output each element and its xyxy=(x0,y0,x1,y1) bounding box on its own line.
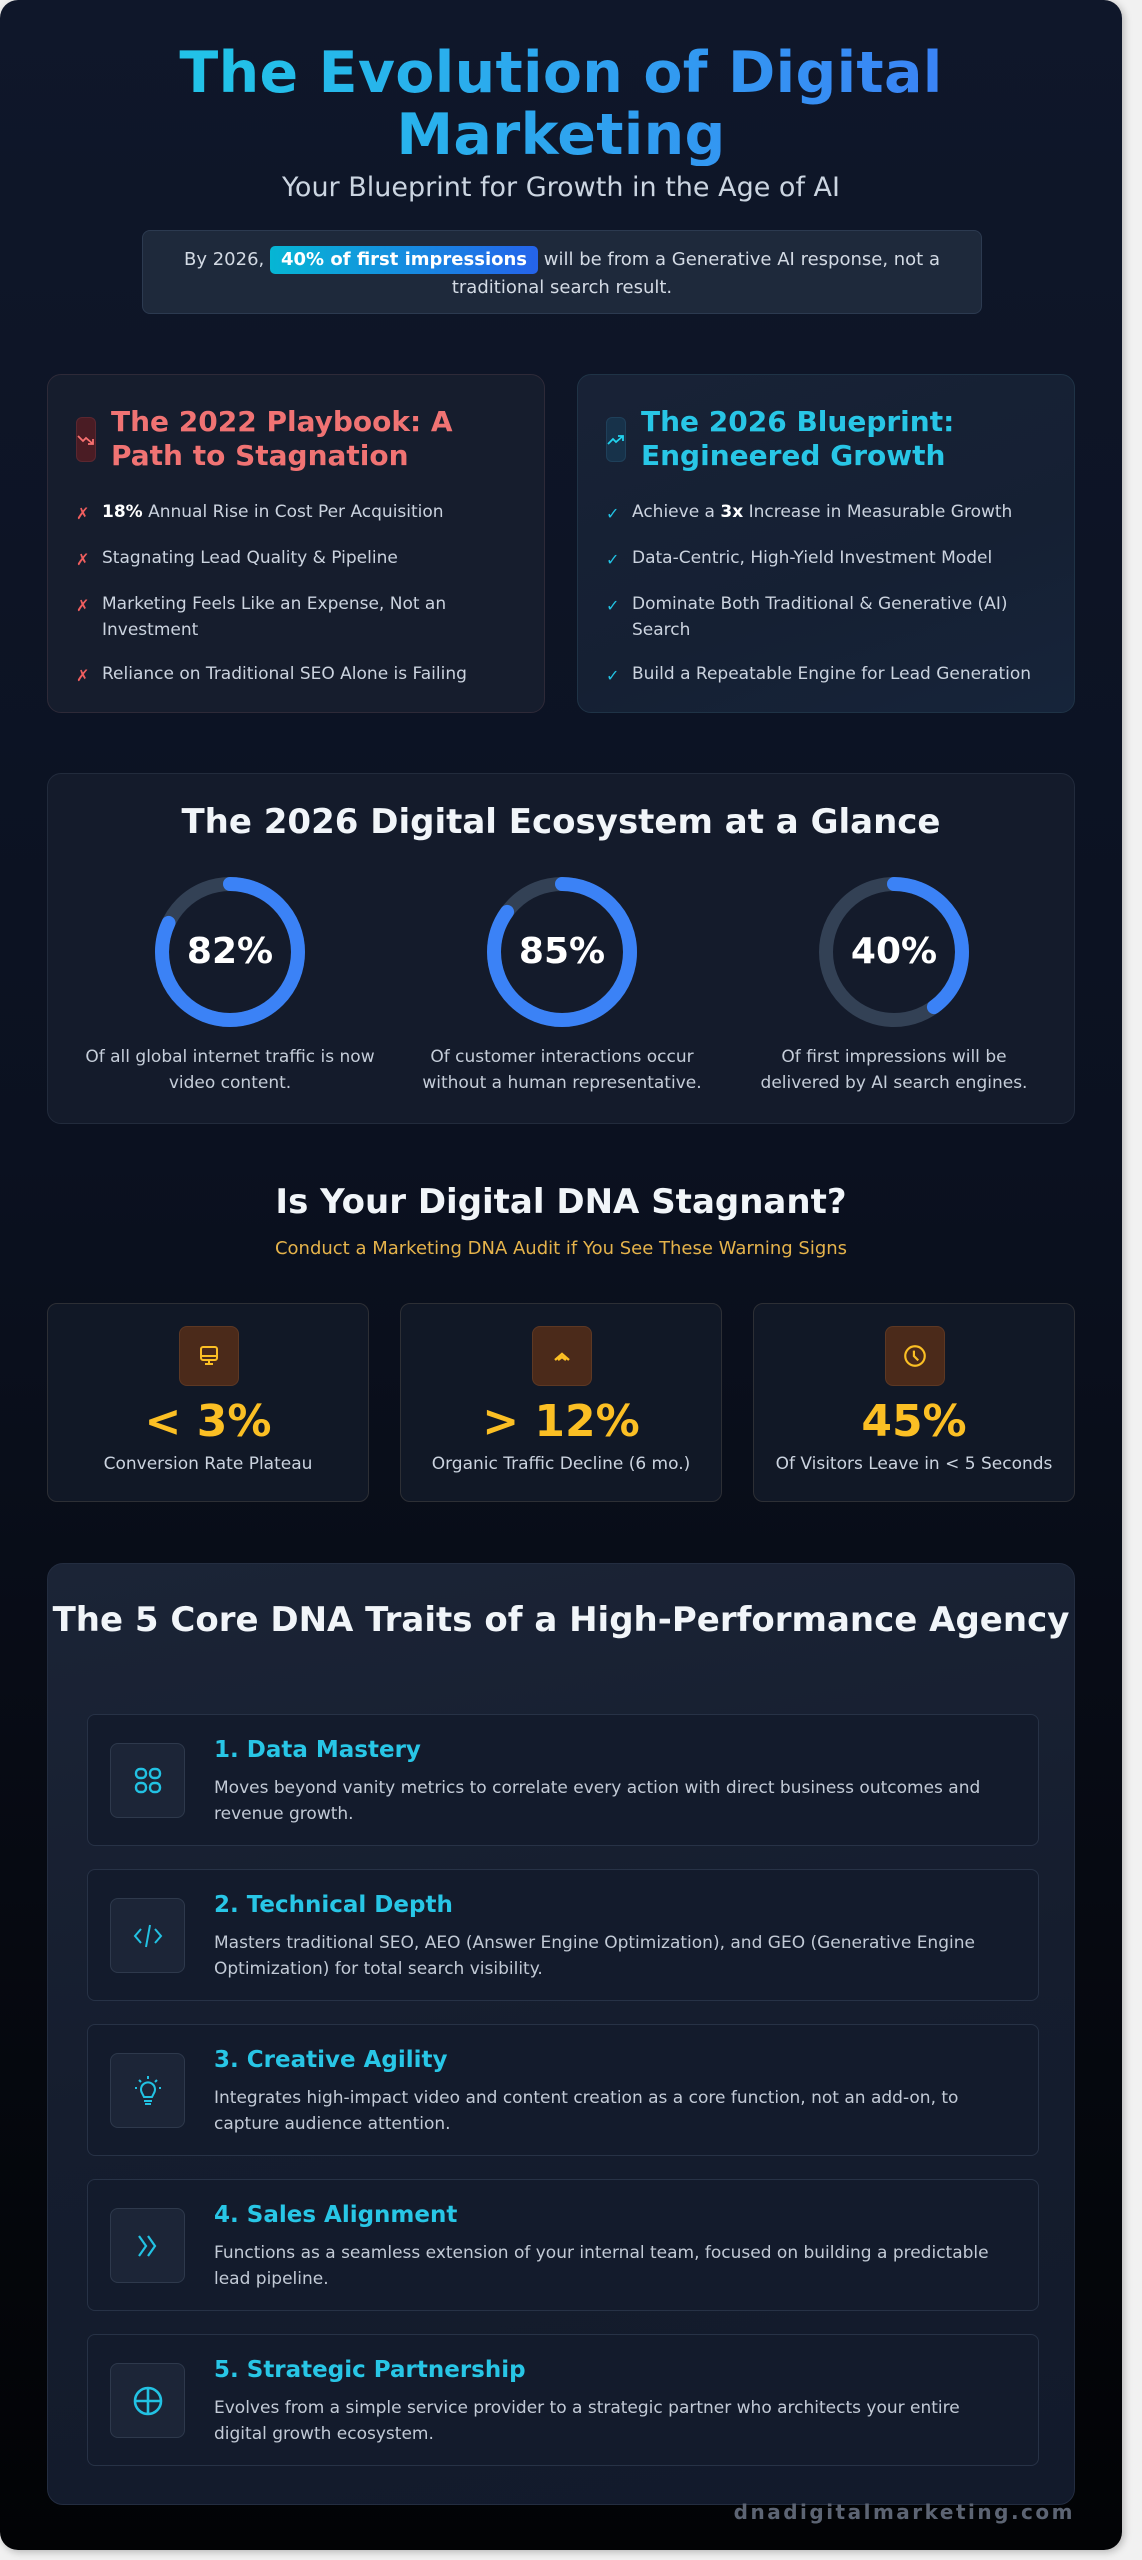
check-mark-icon: ✓ xyxy=(606,550,620,569)
stat-video-traffic: 82% Of all global internet traffic is no… xyxy=(80,874,380,1096)
callout-suffix: will be from a Generative AI response, n… xyxy=(451,249,940,298)
progress-ring: 82% xyxy=(152,874,308,1030)
warning-label: Conversion Rate Plateau xyxy=(103,1454,313,1474)
double-chevron-right-icon xyxy=(110,2208,185,2283)
warning-subtitle: Conduct a Marketing DNA Audit if You See… xyxy=(274,1238,848,1259)
x-mark-icon: ✗ xyxy=(76,504,90,523)
ecosystem-panel: The 2026 Digital Ecosystem at a Glance 8… xyxy=(47,773,1075,1124)
x-mark-icon: ✗ xyxy=(76,666,90,685)
progress-ring: 85% xyxy=(484,874,640,1030)
stat-value: 82% xyxy=(186,931,274,972)
callout-prefix: By 2026, xyxy=(184,249,265,270)
check-mark-icon: ✓ xyxy=(606,596,620,615)
stat-customer-interactions: 85% Of customer interactions occur witho… xyxy=(412,874,712,1096)
list-item: ✓ Dominate Both Traditional & Generative … xyxy=(606,591,1054,643)
title-line-2: Marketing xyxy=(396,102,726,168)
list-item: ✓ Data-Centric, High-Yield Investment Mod… xyxy=(606,545,1054,573)
progress-ring: 40% xyxy=(816,874,972,1030)
stat-description: Of all global internet traffic is now vi… xyxy=(85,1047,375,1093)
list-item: ✓ Achieve a 3x Increase in Measurable Gro… xyxy=(606,499,1054,527)
dna-traits-panel: The 5 Core DNA Traits of a High-Performa… xyxy=(47,1563,1075,2505)
trait-description: Evolves from a simple service provider t… xyxy=(214,2398,960,2444)
crosshair-icon xyxy=(110,2363,185,2438)
x-mark-icon: ✗ xyxy=(76,550,90,569)
infographic-page: The Evolution of Digital Marketing Your … xyxy=(0,0,1122,2550)
callout-highlight: 40% of first impressions xyxy=(270,246,539,274)
warning-card-bounce: 45% Of Visitors Leave in < 5 Seconds xyxy=(753,1303,1075,1502)
trait-technical-depth: 2. Technical Depth Masters traditional S… xyxy=(87,1869,1039,2001)
trait-name: 1. Data Mastery xyxy=(214,1737,421,1763)
list-item: ✓ Build a Repeatable Engine for Lead Gene… xyxy=(606,661,1054,689)
footer-domain: dnadigitalmarketing.com xyxy=(733,2500,1075,2524)
trait-description: Masters traditional SEO, AEO (Answer Eng… xyxy=(214,1933,975,1979)
list-item: ✗ Stagnating Lead Quality & Pipeline xyxy=(76,545,524,573)
x-mark-icon: ✗ xyxy=(76,596,90,615)
list-item: ✗ Marketing Feels Like an Expense, Not an… xyxy=(76,591,524,643)
title-line-1: The Evolution of Digital xyxy=(179,40,943,106)
blueprint-2026-list: ✓ Achieve a 3x Increase in Measurable Gro… xyxy=(606,499,1054,707)
trait-name: 2. Technical Depth xyxy=(214,1892,453,1918)
check-mark-icon: ✓ xyxy=(606,666,620,685)
warning-title: Is Your Digital DNA Stagnant? xyxy=(275,1182,847,1222)
blueprint-2026-card: The 2026 Blueprint: Engineered Growth ✓ A… xyxy=(577,374,1075,713)
clock-icon xyxy=(885,1326,945,1386)
traits-title: The 5 Core DNA Traits of a High-Performa… xyxy=(52,1600,1070,1640)
warning-label: Of Visitors Leave in < 5 Seconds xyxy=(775,1454,1053,1474)
list-item: ✗ Reliance on Traditional SEO Alone is Fa… xyxy=(76,661,524,689)
trait-name: 3. Creative Agility xyxy=(214,2047,448,2073)
grid-icon xyxy=(110,1743,185,1818)
chevron-up-icon xyxy=(532,1326,592,1386)
trait-data-mastery: 1. Data Mastery Moves beyond vanity metr… xyxy=(87,1714,1039,1846)
trait-description: Integrates high-impact video and content… xyxy=(214,2088,959,2134)
stat-value: 40% xyxy=(850,931,938,972)
warning-card-conversion: < 3% Conversion Rate Plateau xyxy=(47,1303,369,1502)
warning-card-organic: > 12% Organic Traffic Decline (6 mo.) xyxy=(400,1303,722,1502)
trait-name: 5. Strategic Partnership xyxy=(214,2357,526,2383)
trait-strategic-partnership: 5. Strategic Partnership Evolves from a … xyxy=(87,2334,1039,2466)
ecosystem-title: The 2026 Digital Ecosystem at a Glance xyxy=(181,802,941,842)
ai-callout-box: By 2026, 40% of first impressions will b… xyxy=(142,230,982,314)
stat-description: Of first impressions will be delivered b… xyxy=(760,1047,1028,1093)
code-icon xyxy=(110,1898,185,1973)
trending-up-icon xyxy=(606,417,626,462)
warning-value: > 12% xyxy=(482,1396,640,1447)
stat-value: 85% xyxy=(518,931,606,972)
trait-description: Moves beyond vanity metrics to correlate… xyxy=(214,1778,981,1824)
trait-name: 4. Sales Alignment xyxy=(214,2202,458,2228)
trait-creative-agility: 3. Creative Agility Integrates high-impa… xyxy=(87,2024,1039,2156)
check-mark-icon: ✓ xyxy=(606,504,620,523)
trait-description: Functions as a seamless extension of you… xyxy=(214,2243,989,2289)
warning-label: Organic Traffic Decline (6 mo.) xyxy=(431,1454,691,1474)
playbook-2022-title: The 2022 Playbook: A Path to Stagnation xyxy=(111,405,453,472)
warning-value: < 3% xyxy=(144,1396,272,1447)
trait-sales-alignment: 4. Sales Alignment Functions as a seamle… xyxy=(87,2179,1039,2311)
monitor-icon xyxy=(179,1326,239,1386)
blueprint-2026-title: The 2026 Blueprint: Engineered Growth xyxy=(641,405,955,472)
page-title: The Evolution of Digital Marketing xyxy=(0,42,1122,166)
playbook-2022-card: The 2022 Playbook: A Path to Stagnation … xyxy=(47,374,545,713)
stat-ai-impressions: 40% Of first impressions will be deliver… xyxy=(744,874,1044,1096)
trending-down-icon xyxy=(76,417,96,462)
warning-value: 45% xyxy=(861,1396,967,1447)
page-subtitle: Your Blueprint for Growth in the Age of … xyxy=(282,172,840,203)
stat-description: Of customer interactions occur without a… xyxy=(422,1047,702,1093)
playbook-2022-list: ✗ 18% Annual Rise in Cost Per Acquisition… xyxy=(76,499,524,707)
list-item: ✗ 18% Annual Rise in Cost Per Acquisition xyxy=(76,499,524,527)
lightbulb-icon xyxy=(110,2053,185,2128)
